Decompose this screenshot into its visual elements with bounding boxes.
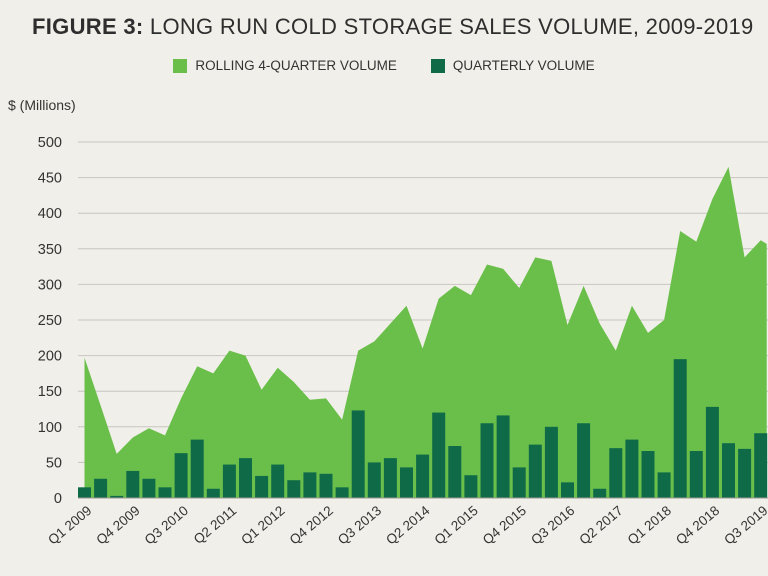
legend-item-rolling: ROLLING 4-QUARTER VOLUME (173, 58, 397, 73)
legend-label-rolling: ROLLING 4-QUARTER VOLUME (195, 58, 397, 73)
quarterly-bar (319, 473, 333, 498)
y-tick-label: 350 (38, 242, 62, 258)
x-tick-label: Q2 2014 (383, 502, 433, 547)
quarterly-bar (673, 359, 687, 498)
quarterly-bar (544, 426, 558, 498)
quarterly-bar (335, 487, 349, 498)
y-tick-label: 250 (38, 313, 62, 329)
x-tick-label: Q4 2015 (480, 503, 529, 548)
quarterly-bar (496, 415, 510, 498)
y-tick-label: 0 (54, 491, 62, 507)
quarterly-bar (158, 487, 172, 498)
quarterly-bar (239, 458, 252, 498)
quarterly-bar (110, 495, 124, 498)
quarterly-bar (400, 467, 413, 498)
quarterly-bar (416, 454, 430, 498)
figure-number: FIGURE 3: (32, 14, 144, 39)
x-tick-label: Q3 2019 (721, 503, 768, 548)
quarterly-bar (448, 446, 462, 498)
quarterly-bar (754, 433, 768, 498)
y-tick-label: 200 (38, 349, 62, 365)
quarterly-bar (464, 475, 478, 498)
quarterly-bar (641, 451, 655, 498)
quarterly-bar (528, 444, 542, 498)
quarterly-bar (174, 453, 188, 498)
quarterly-bar (609, 448, 623, 498)
quarterly-bar (512, 467, 526, 498)
quarterly-bar (303, 472, 317, 498)
x-tick-label: Q4 2018 (673, 503, 722, 548)
quarterly-bar (738, 448, 752, 498)
quarterly-bar (480, 423, 494, 498)
y-tick-label: 500 (38, 135, 62, 151)
quarterly-bar (593, 488, 607, 498)
y-tick-label: 50 (46, 455, 62, 471)
y-tick-label: 150 (38, 384, 62, 400)
y-tick-label: 300 (38, 277, 62, 293)
legend-swatch-rolling (173, 58, 188, 73)
x-tick-label: Q2 2011 (191, 503, 240, 547)
quarterly-bar (271, 464, 285, 498)
x-tick-label: Q3 2013 (335, 503, 384, 548)
x-tick-label: Q1 2012 (238, 503, 287, 548)
quarterly-bar (255, 475, 269, 498)
quarterly-bar (287, 480, 301, 498)
x-tick-label: Q1 2009 (45, 503, 94, 548)
x-tick-label: Q4 2009 (93, 503, 142, 548)
legend-label-quarterly: QUARTERLY VOLUME (452, 58, 595, 73)
quarterly-bar (206, 488, 220, 498)
quarterly-bar (94, 478, 108, 498)
y-tick-label: 450 (38, 171, 62, 187)
x-tick-label: Q1 2015 (432, 503, 481, 548)
figure-title: LONG RUN COLD STORAGE SALES VOLUME, 2009… (149, 14, 754, 39)
y-axis-label: $ (Millions) (8, 97, 76, 113)
quarterly-bar (705, 406, 719, 498)
quarterly-bar (689, 451, 703, 498)
quarterly-bar (190, 439, 204, 498)
x-tick-label: Q3 2010 (142, 503, 191, 548)
x-tick-label: Q1 2018 (625, 503, 674, 548)
y-tick-label: 100 (38, 420, 62, 436)
x-tick-label: Q3 2016 (528, 503, 577, 548)
quarterly-bar (722, 443, 735, 498)
quarterly-bar (432, 412, 446, 498)
quarterly-bar (383, 458, 397, 498)
x-tick-label: Q4 2012 (287, 503, 336, 548)
legend-item-quarterly: QUARTERLY VOLUME (430, 58, 595, 73)
rolling-volume-area (84, 166, 767, 499)
quarterly-bar (625, 439, 639, 498)
quarterly-bar (577, 423, 591, 498)
legend: ROLLING 4-QUARTER VOLUME QUARTERLY VOLUM… (0, 58, 768, 73)
quarterly-bar (142, 478, 156, 498)
quarterly-bar (561, 482, 574, 498)
legend-swatch-quarterly (430, 58, 445, 73)
quarterly-bar (78, 487, 91, 498)
quarterly-bar (367, 462, 381, 498)
y-tick-label: 400 (38, 206, 62, 222)
quarterly-bar (351, 410, 365, 498)
x-tick-label: Q2 2017 (576, 503, 625, 548)
quarterly-bar (222, 464, 236, 498)
quarterly-bar (657, 472, 671, 498)
chart-title: FIGURE 3: LONG RUN COLD STORAGE SALES VO… (32, 14, 754, 40)
quarterly-bar (126, 470, 140, 498)
